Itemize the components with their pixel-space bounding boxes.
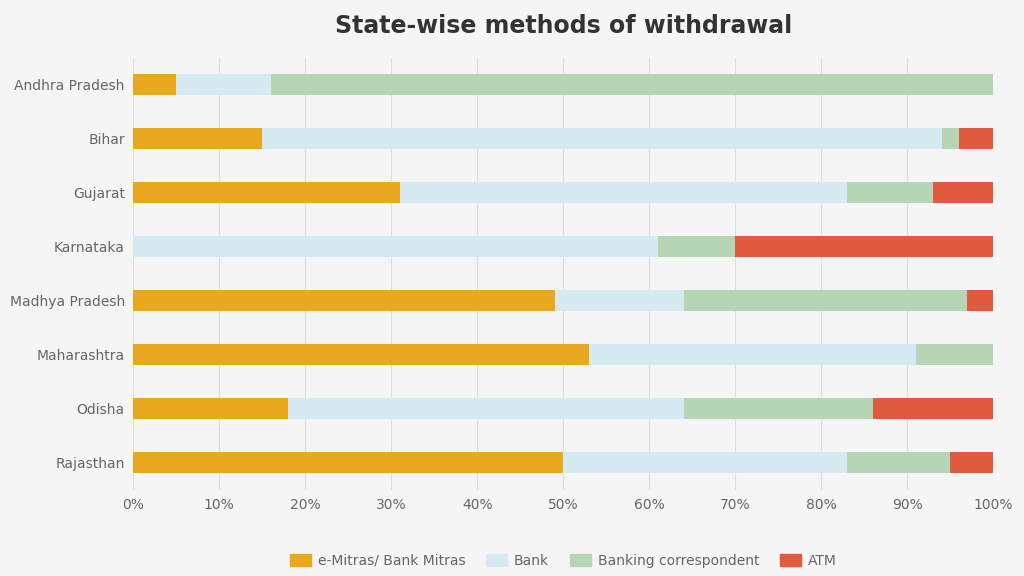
Bar: [555, 290, 684, 311]
Bar: [589, 344, 915, 365]
Bar: [847, 452, 950, 473]
Bar: [133, 236, 657, 257]
Bar: [133, 452, 563, 473]
Bar: [958, 128, 993, 149]
Bar: [684, 290, 968, 311]
Bar: [133, 399, 288, 419]
Bar: [133, 128, 262, 149]
Bar: [735, 236, 993, 257]
Bar: [933, 183, 993, 203]
Bar: [133, 74, 176, 95]
Bar: [872, 399, 993, 419]
Title: State-wise methods of withdrawal: State-wise methods of withdrawal: [335, 14, 792, 37]
Bar: [684, 399, 872, 419]
Bar: [563, 452, 847, 473]
Bar: [176, 74, 270, 95]
Bar: [968, 290, 993, 311]
Bar: [288, 399, 684, 419]
Bar: [133, 344, 589, 365]
Bar: [942, 128, 958, 149]
Bar: [399, 183, 847, 203]
Bar: [270, 74, 993, 95]
Bar: [950, 452, 993, 473]
Bar: [915, 344, 993, 365]
Legend: e-Mitras/ Bank Mitras, Bank, Banking correspondent, ATM: e-Mitras/ Bank Mitras, Bank, Banking cor…: [285, 548, 842, 574]
Bar: [262, 128, 942, 149]
Bar: [657, 236, 735, 257]
Bar: [847, 183, 933, 203]
Bar: [133, 183, 399, 203]
Bar: [133, 290, 555, 311]
